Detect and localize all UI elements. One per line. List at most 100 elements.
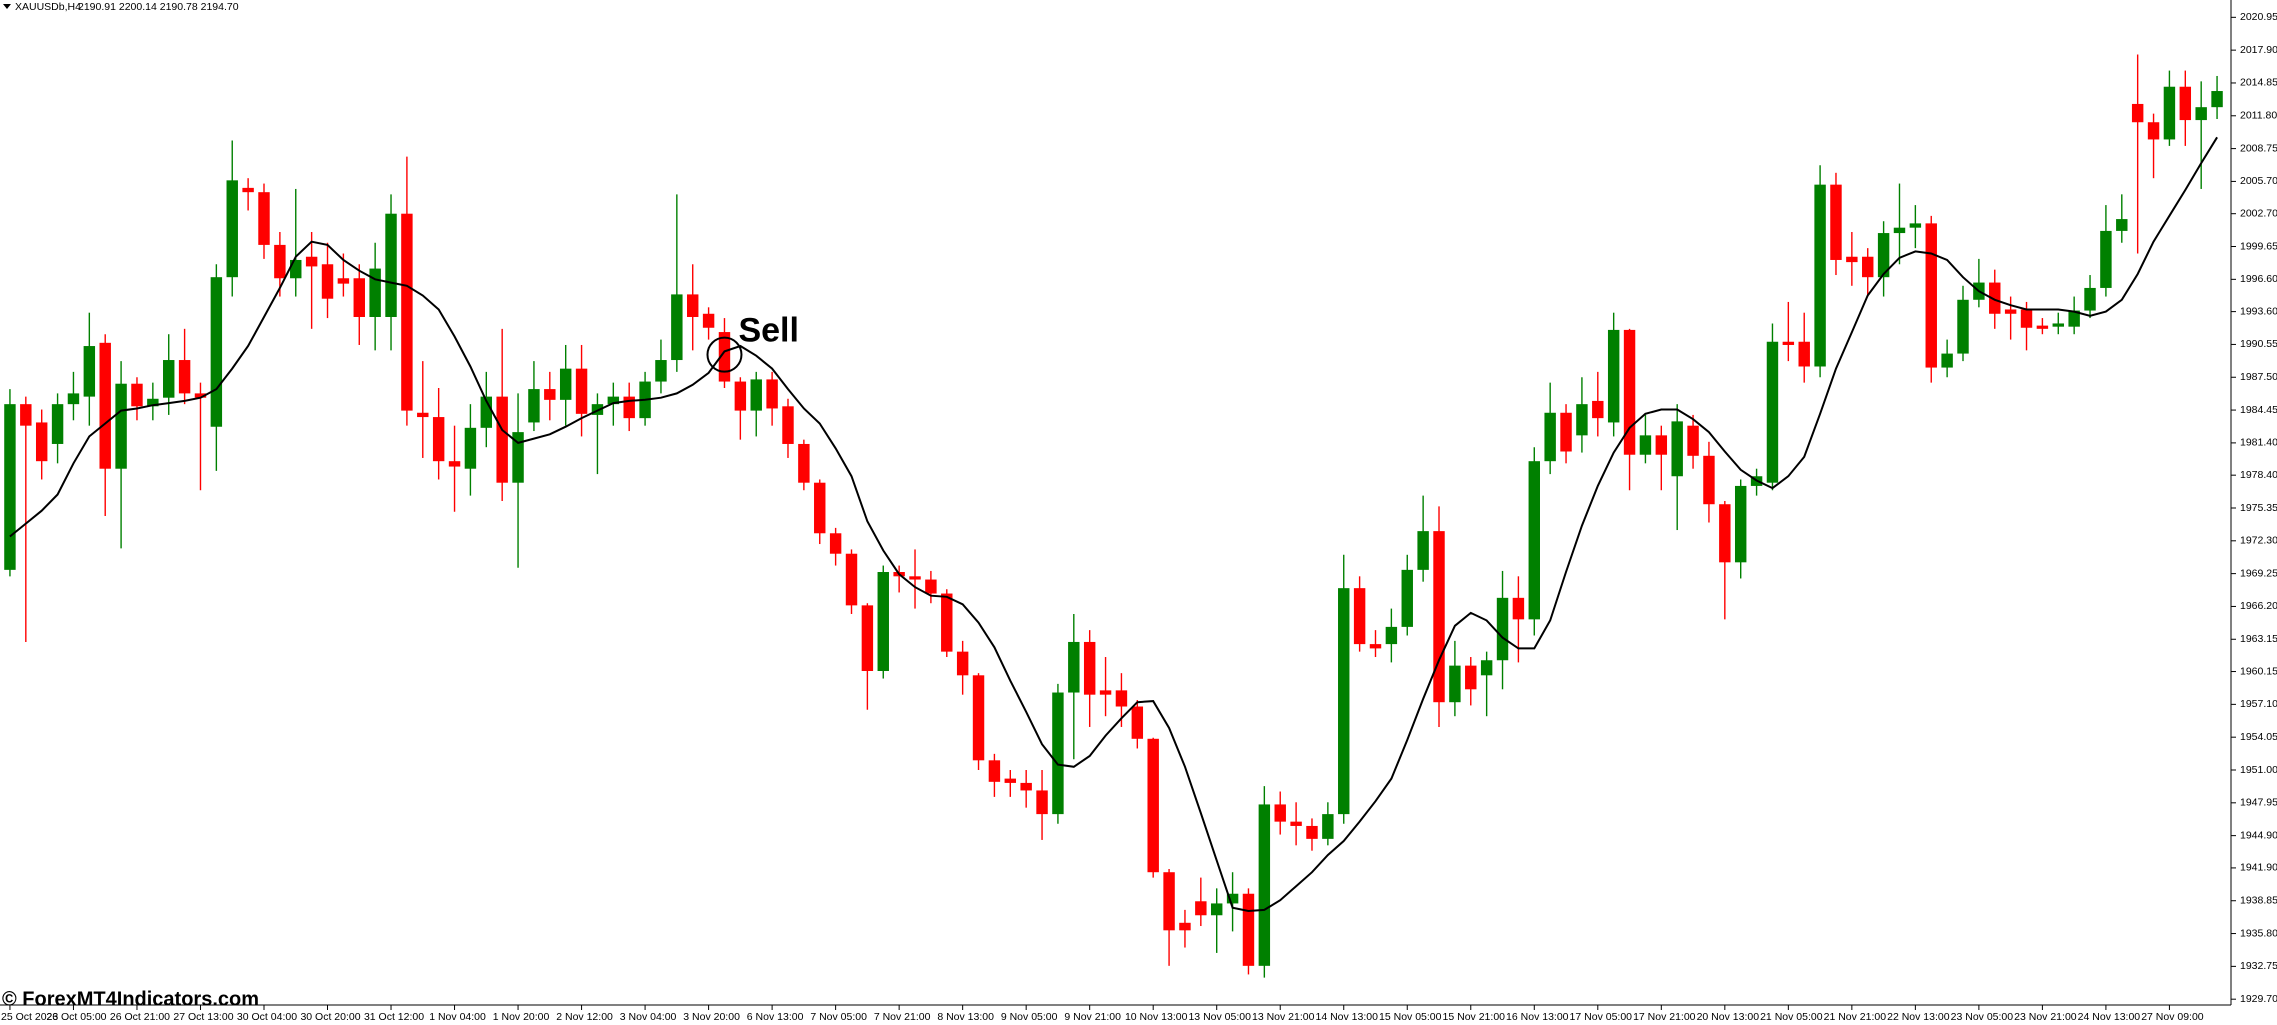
candle-body (274, 244, 286, 279)
candle-body (528, 389, 540, 423)
y-tick-label: 2002.70 (2240, 207, 2277, 219)
candle-body (178, 360, 191, 394)
candle-body (1623, 329, 1636, 455)
x-tick-label: 20 Nov 13:00 (1697, 1011, 1760, 1023)
candle-body (1226, 893, 1239, 904)
candle-body (496, 396, 508, 483)
candle-body (2116, 219, 2128, 231)
candle-body (163, 360, 175, 398)
x-tick-label: 21 Nov 21:00 (1824, 1011, 1887, 1023)
candle-body (83, 346, 96, 397)
y-tick-label: 1954.05 (2240, 731, 2277, 743)
candle-body (1147, 738, 1159, 873)
candle-body (464, 427, 477, 469)
candle-body (1163, 872, 1175, 931)
y-tick-label: 1929.70 (2240, 993, 2277, 1005)
y-tick-label: 1944.90 (2240, 829, 2277, 841)
candle-body (1369, 644, 1382, 649)
candle-body (988, 760, 1001, 782)
x-tick-label: 13 Nov 21:00 (1252, 1011, 1315, 1023)
candle-body (671, 294, 683, 361)
candle-body (432, 417, 445, 462)
candle-body (1639, 435, 1652, 455)
candle-body (448, 461, 461, 467)
candle-body (956, 651, 969, 676)
candle-body (1083, 641, 1096, 695)
candle-body (1655, 435, 1668, 455)
candle-body (1353, 588, 1366, 645)
x-tick-label: 9 Nov 05:00 (1001, 1011, 1058, 1023)
x-tick-label: 6 Nov 13:00 (747, 1011, 804, 1023)
candle-body (67, 393, 80, 405)
candle-body (1195, 901, 1207, 916)
candle-body (353, 278, 365, 317)
x-tick-label: 3 Nov 04:00 (620, 1011, 677, 1023)
x-tick-label: 31 Oct 12:00 (364, 1011, 424, 1023)
candle-body (1036, 790, 1048, 815)
candle-body (1893, 227, 1906, 234)
candle-body (702, 313, 715, 328)
candle-body (814, 482, 826, 534)
candle-body (131, 383, 143, 407)
candle-body (1385, 626, 1398, 645)
x-tick-label: 1 Nov 20:00 (493, 1011, 550, 1023)
candle-body (1099, 690, 1112, 695)
x-tick-label: 13 Nov 05:00 (1188, 1011, 1251, 1023)
x-tick-label: 7 Nov 05:00 (810, 1011, 867, 1023)
x-tick-label: 30 Oct 20:00 (300, 1011, 360, 1023)
candle-body (385, 213, 397, 317)
candle-body (1274, 804, 1286, 822)
x-tick-label: 15 Nov 21:00 (1443, 1011, 1506, 1023)
candle-body (1480, 660, 1493, 676)
candle-body (925, 579, 937, 594)
candle-body (1687, 425, 1699, 456)
symbol-menu-arrow[interactable] (3, 4, 11, 9)
candle-body (655, 360, 667, 382)
candle-body (623, 396, 635, 419)
candle-body (972, 675, 985, 761)
candle-body (2211, 91, 2223, 108)
candle-body (1719, 504, 1731, 563)
candle-body (1766, 341, 1779, 483)
y-tick-label: 1993.60 (2240, 305, 2277, 317)
y-tick-label: 1981.40 (2240, 437, 2277, 449)
x-tick-label: 24 Nov 13:00 (2078, 1011, 2141, 1023)
y-tick-label: 1969.25 (2240, 567, 2277, 579)
candle-body (2100, 230, 2112, 288)
candle-body (20, 404, 32, 426)
candle-body (2036, 325, 2049, 329)
candle-body (337, 278, 350, 284)
x-tick-label: 14 Nov 13:00 (1316, 1011, 1379, 1023)
y-tick-label: 1978.40 (2240, 469, 2277, 481)
y-tick-label: 1932.75 (2240, 960, 2277, 972)
x-tick-label: 2 Nov 12:00 (556, 1011, 613, 1023)
candle-body (1179, 922, 1191, 931)
candle-body (1306, 825, 1318, 839)
y-tick-label: 2005.70 (2240, 175, 2277, 187)
y-tick-label: 2014.85 (2240, 77, 2277, 89)
x-tick-label: 1 Nov 04:00 (429, 1011, 486, 1023)
candle-body (51, 404, 64, 444)
candle-body (750, 379, 762, 411)
candle-body (607, 396, 620, 405)
candle-body (1703, 455, 1715, 505)
candle-body (1782, 341, 1795, 345)
x-tick-label: 17 Nov 21:00 (1633, 1011, 1696, 1023)
chart-title: XAUUSDb,H4 (15, 1, 81, 13)
candle-body (2084, 287, 2096, 311)
x-tick-label: 23 Nov 05:00 (1951, 1011, 2014, 1023)
x-tick-label: 30 Oct 04:00 (237, 1011, 297, 1023)
candle-body (480, 396, 493, 428)
candle-body (687, 294, 699, 317)
y-tick-label: 1966.20 (2240, 600, 2277, 612)
y-tick-label: 1947.95 (2240, 797, 2277, 809)
candle-body (4, 404, 16, 570)
x-tick-label: 16 Nov 13:00 (1506, 1011, 1569, 1023)
y-tick-label: 1951.00 (2240, 764, 2277, 776)
candle-body (1576, 404, 1588, 436)
candle-body (2147, 122, 2160, 140)
signal-label: Sell (738, 312, 798, 350)
x-tick-label: 3 Nov 20:00 (683, 1011, 740, 1023)
candle-body (1798, 341, 1810, 367)
